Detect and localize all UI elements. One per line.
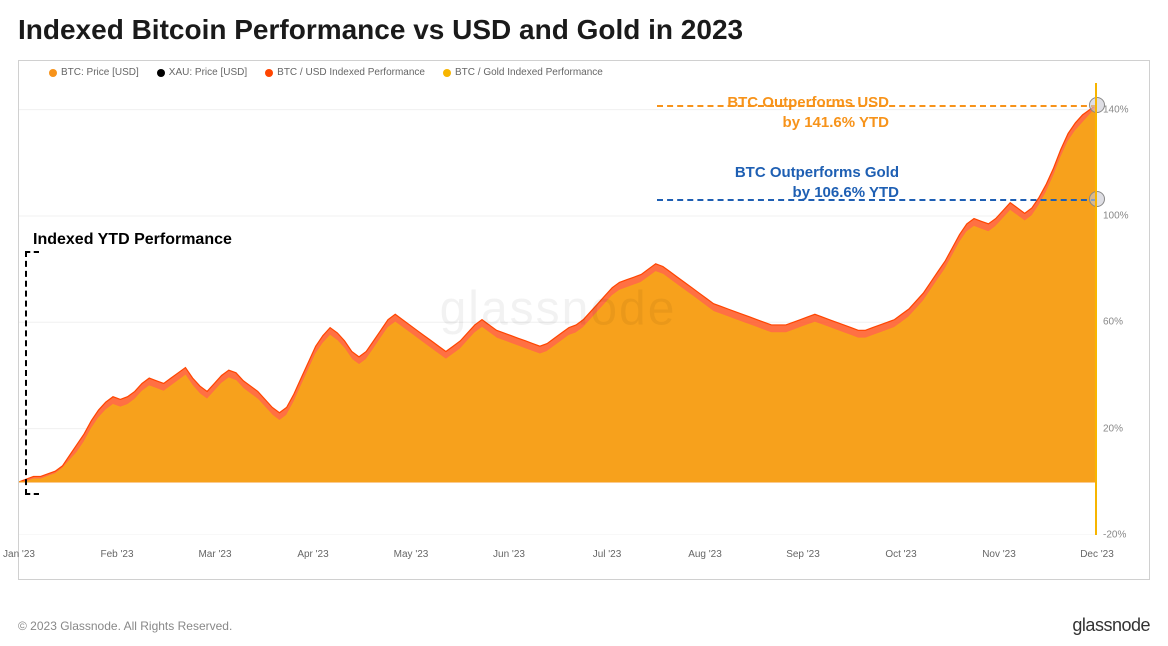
annotation-usd-line1: BTC Outperforms USD xyxy=(727,94,889,111)
y-tick-label: -20% xyxy=(1103,530,1126,541)
x-tick-label: Sep '23 xyxy=(786,549,820,560)
legend-item: BTC / USD Indexed Performance xyxy=(265,67,425,78)
legend-label: BTC / Gold Indexed Performance xyxy=(455,67,603,78)
x-tick-label: Jan '23 xyxy=(3,549,35,560)
legend-item: XAU: Price [USD] xyxy=(157,67,247,78)
x-tick-label: Jun '23 xyxy=(493,549,525,560)
y-tick-label: 60% xyxy=(1103,317,1123,328)
x-tick-label: Apr '23 xyxy=(297,549,328,560)
ytd-performance-label: Indexed YTD Performance xyxy=(33,231,232,249)
legend-label: BTC: Price [USD] xyxy=(61,67,139,78)
legend-item: BTC / Gold Indexed Performance xyxy=(443,67,603,78)
x-tick-label: Oct '23 xyxy=(885,549,916,560)
ytd-bracket xyxy=(25,251,39,495)
reference-line-usd xyxy=(657,105,1097,107)
chart-svg xyxy=(19,83,1097,535)
annotation-btc-usd: BTC Outperforms USD by 141.6% YTD xyxy=(727,93,889,132)
copyright-text: © 2023 Glassnode. All Rights Reserved. xyxy=(18,619,232,633)
x-tick-label: May '23 xyxy=(394,549,429,560)
reference-line-gold xyxy=(657,199,1097,201)
y-tick-label: 140% xyxy=(1103,104,1129,115)
legend-swatch xyxy=(157,69,165,77)
legend-item: BTC: Price [USD] xyxy=(49,67,139,78)
y-axis: -20%20%60%100%140% xyxy=(1097,83,1149,535)
legend-swatch xyxy=(49,69,57,77)
plot-area: glassnode Indexed YTD Performance xyxy=(19,83,1097,535)
x-tick-label: Aug '23 xyxy=(688,549,722,560)
y-tick-label: 20% xyxy=(1103,423,1123,434)
chart-title: Indexed Bitcoin Performance vs USD and G… xyxy=(0,0,1168,54)
annotation-btc-gold: BTC Outperforms Gold by 106.6% YTD xyxy=(735,163,899,202)
annotation-gold-line1: BTC Outperforms Gold xyxy=(735,164,899,181)
y-tick-label: 100% xyxy=(1103,210,1129,221)
legend: BTC: Price [USD] XAU: Price [USD] BTC / US… xyxy=(49,67,603,78)
x-tick-label: Dec '23 xyxy=(1080,549,1114,560)
legend-label: BTC / USD Indexed Performance xyxy=(277,67,425,78)
annotation-usd-line2: by 141.6% YTD xyxy=(783,114,889,131)
x-tick-label: Jul '23 xyxy=(593,549,622,560)
x-tick-label: Nov '23 xyxy=(982,549,1016,560)
brand-logo: glassnode xyxy=(1072,615,1150,636)
legend-label: XAU: Price [USD] xyxy=(169,67,247,78)
x-tick-label: Feb '23 xyxy=(100,549,133,560)
x-axis: Jan '23Feb '23Mar '23Apr '23May '23Jun '… xyxy=(19,535,1097,579)
legend-swatch xyxy=(265,69,273,77)
chart-container: BTC: Price [USD] XAU: Price [USD] BTC / US… xyxy=(18,60,1150,580)
x-tick-label: Mar '23 xyxy=(198,549,231,560)
legend-swatch xyxy=(443,69,451,77)
footer: © 2023 Glassnode. All Rights Reserved. g… xyxy=(18,615,1150,636)
